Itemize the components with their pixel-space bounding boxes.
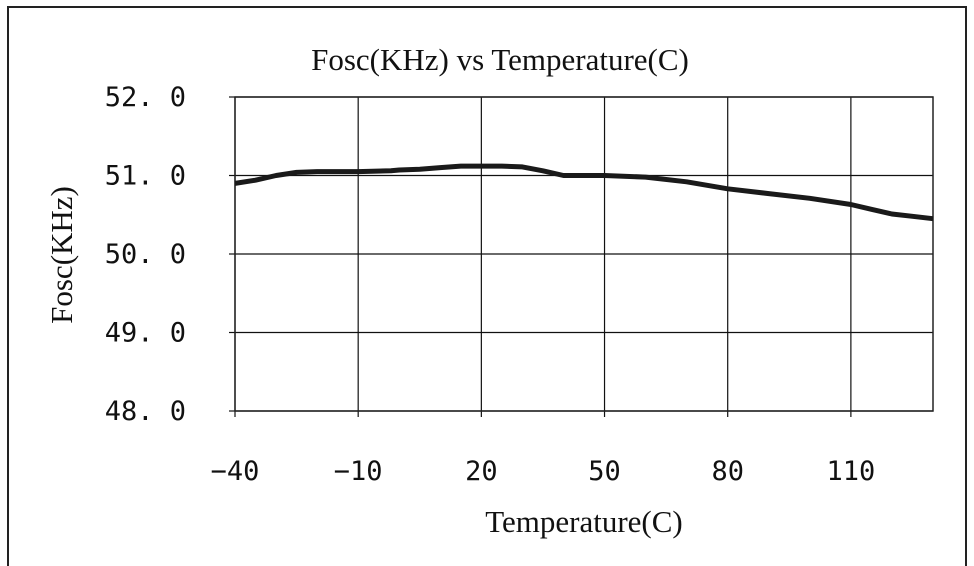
x-tick-label: 110 — [826, 456, 875, 487]
chart-frame — [7, 6, 967, 566]
y-axis-label: Fosc(KHz) — [44, 186, 79, 324]
y-tick-label: 52. 0 — [105, 82, 186, 113]
line-chart: Fosc(KHz) vs Temperature(C) 48. 0 49. 0 50… — [44, 42, 934, 539]
x-tick-label: 80 — [711, 456, 744, 487]
x-tick-label: 50 — [588, 456, 621, 487]
x-tick-label: 20 — [465, 456, 498, 487]
x-axis-label: Temperature(C) — [485, 504, 683, 539]
series-group — [234, 163, 934, 222]
y-tick-label: 51. 0 — [105, 161, 186, 192]
chart-title: Fosc(KHz) vs Temperature(C) — [311, 42, 689, 77]
x-tick-label: −40 — [211, 456, 260, 487]
gridlines — [229, 96, 933, 417]
y-tick-label: 49. 0 — [105, 318, 186, 349]
y-tick-label: 48. 0 — [105, 396, 186, 427]
x-tick-labels: −40 −10 20 50 80 110 — [211, 456, 876, 487]
y-tick-label: 50. 0 — [105, 239, 186, 270]
x-tick-label: −10 — [334, 456, 383, 487]
series-line — [234, 163, 934, 222]
plot-border — [234, 96, 934, 412]
y-tick-labels: 48. 0 49. 0 50. 0 51. 0 52. 0 — [105, 82, 186, 427]
